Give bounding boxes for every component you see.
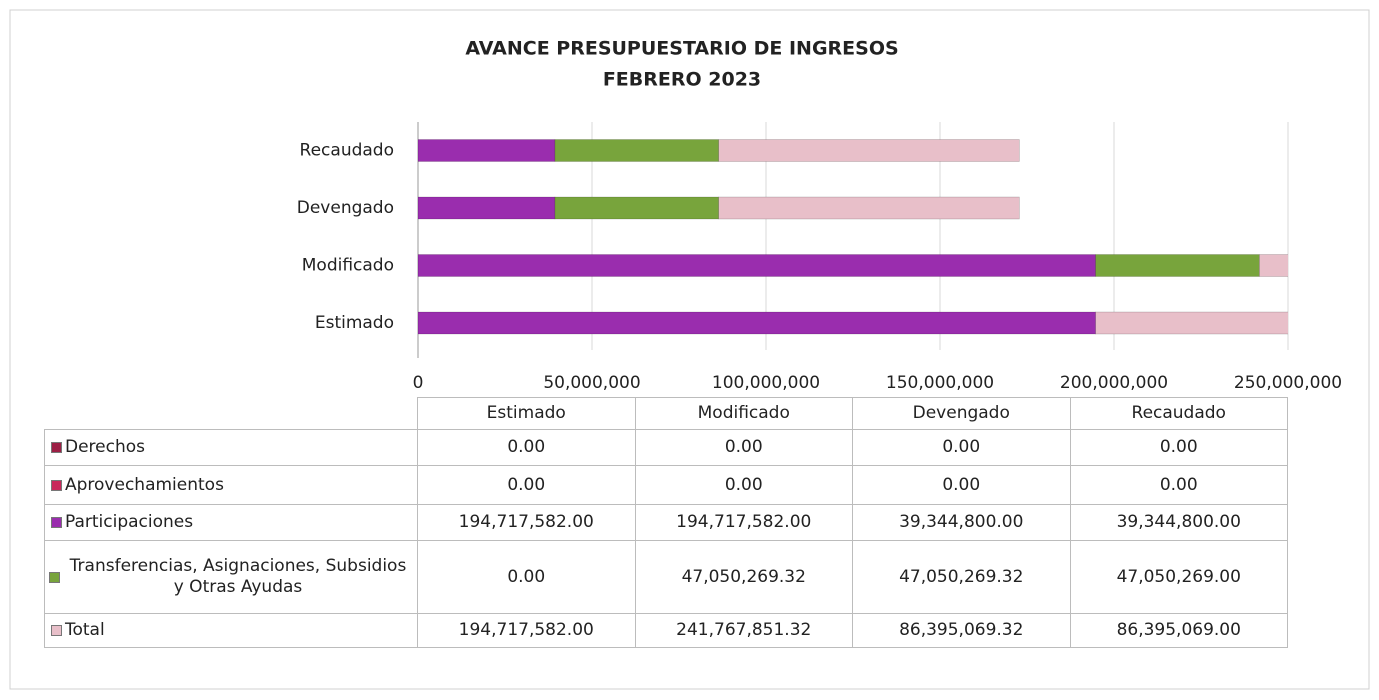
table-cell: 0.00 [417, 465, 636, 505]
cell-text: 39,344,800.00 [1116, 512, 1241, 532]
cell-text: 0.00 [942, 437, 981, 457]
y-tick-label: Recaudado [300, 141, 394, 161]
cell-text: 0.00 [507, 474, 546, 495]
chart-subtitle: FEBRERO 2023 [603, 69, 761, 91]
legend-key [51, 625, 62, 636]
table-cell: 241,767,851.32 [634, 613, 853, 648]
bar-segment [1259, 254, 1288, 277]
bar-segment [718, 196, 1020, 220]
table-row-label: Participaciones [44, 504, 418, 541]
cell-text: 47,050,269.32 [899, 566, 1024, 587]
bar-segment [1095, 311, 1288, 335]
cell-text: 86,395,069.00 [1116, 620, 1241, 640]
legend-key [51, 517, 62, 528]
table-cell: 86,395,069.00 [1069, 613, 1288, 648]
table-cell: 0.00 [1069, 429, 1288, 466]
table-header: Modificado [634, 397, 853, 430]
table-cell: 0.00 [852, 429, 1071, 466]
legend-label: Total [65, 620, 105, 640]
table-cell: 0.00 [1069, 465, 1288, 505]
cell-text: 194,717,582.00 [458, 620, 594, 640]
y-tick-label: Estimado [315, 313, 394, 333]
bar-segment [1095, 254, 1260, 277]
cell-text: 0.00 [724, 437, 763, 457]
cell-text: 0.00 [507, 437, 546, 457]
table-header: Estimado [417, 397, 636, 430]
x-tick-label: 50,000,000 [543, 373, 640, 393]
cell-text: 0.00 [507, 566, 546, 587]
cell-text: Devengado [912, 403, 1010, 423]
table-cell: 0.00 [417, 429, 636, 466]
table-cell: 0.00 [634, 465, 853, 505]
table-cell: 0.00 [852, 465, 1071, 505]
table-row-label: Derechos [44, 429, 418, 466]
cell-text: Estimado [486, 403, 566, 423]
cell-text: Modificado [697, 403, 790, 423]
cell-text: 194,717,582.00 [458, 512, 594, 532]
x-tick-label: 200,000,000 [1060, 373, 1168, 393]
x-tick-label: 0 [413, 373, 424, 393]
table-cell: 0.00 [634, 429, 853, 466]
table-cell: 47,050,269.32 [634, 540, 853, 614]
cell-text: 194,717,582.00 [676, 512, 812, 532]
table-cell: 194,717,582.00 [417, 504, 636, 541]
table-cell: 39,344,800.00 [1069, 504, 1288, 541]
table-cell: 47,050,269.32 [852, 540, 1071, 614]
table-header: Recaudado [1069, 397, 1288, 430]
bar-segment [718, 139, 1020, 162]
bar-segment [554, 196, 719, 220]
cell-text: Recaudado [1131, 403, 1226, 423]
legend-label: Aprovechamientos [65, 474, 224, 495]
cell-text: 0.00 [1159, 437, 1198, 457]
legend-label: Transferencias, Asignaciones, Subsidios … [69, 556, 407, 597]
table-row-label: Aprovechamientos [44, 465, 418, 505]
x-tick-label: 150,000,000 [886, 373, 994, 393]
table-cell: 39,344,800.00 [852, 504, 1071, 541]
y-tick-label: Modificado [302, 256, 394, 276]
x-tick-label: 100,000,000 [712, 373, 820, 393]
table-cell: 194,717,582.00 [417, 613, 636, 648]
cell-text: 47,050,269.32 [681, 566, 806, 587]
table-cell: 0.00 [417, 540, 636, 614]
bars [418, 139, 1288, 335]
table-header: Devengado [852, 397, 1071, 430]
bar-segment [418, 196, 556, 220]
bar-segment [418, 311, 1096, 335]
legend-label: Derechos [65, 437, 146, 457]
table-row-label: Transferencias, Asignaciones, Subsidios … [44, 540, 418, 614]
legend-key [51, 479, 62, 491]
chart-title: AVANCE PRESUPUESTARIO DE INGRESOS [465, 38, 898, 60]
x-tick-label: 250,000,000 [1234, 373, 1342, 393]
cell-text: 0.00 [1159, 474, 1198, 495]
table-cell: 86,395,069.32 [852, 613, 1071, 648]
cell-text: 0.00 [942, 474, 981, 495]
cell-text: 0.00 [724, 474, 763, 495]
y-tick-label: Devengado [297, 198, 394, 218]
legend-key [49, 571, 60, 583]
cell-text: 39,344,800.00 [899, 512, 1024, 532]
chart-border [9, 9, 1370, 690]
table-cell: 47,050,269.00 [1069, 540, 1288, 614]
bar-segment [418, 139, 556, 162]
cell-text: 47,050,269.00 [1116, 566, 1241, 587]
cell-text: 241,767,851.32 [676, 620, 812, 640]
table-cell: 194,717,582.00 [634, 504, 853, 541]
cell-text: 86,395,069.32 [899, 620, 1024, 640]
bar-segment [554, 139, 719, 162]
bar-segment [418, 254, 1096, 277]
legend-label: Participaciones [65, 512, 194, 532]
table-row-label: Total [44, 613, 418, 648]
legend-key [51, 442, 62, 453]
